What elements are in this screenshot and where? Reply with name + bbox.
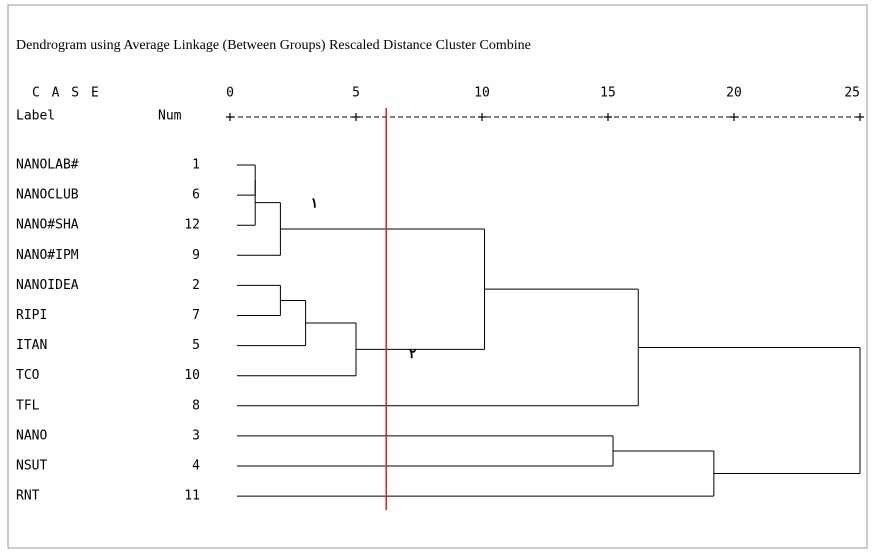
leaf-num: 12 [184,218,200,233]
leaf-label: NSUT [16,459,47,474]
leaf-label: RNT [16,489,40,504]
tick-mark [856,113,864,121]
leaf-label: NANOCLUB [16,188,79,203]
leaf-num: 7 [192,308,200,323]
leaf-label: TFL [16,398,40,413]
leaf-num: 1 [192,158,200,173]
tick-mark [478,113,486,121]
leaf-label: ITAN [16,338,47,353]
leaf-label: NANO#IPM [16,248,79,263]
tick-mark [226,113,234,121]
leaf-num: 11 [184,489,200,504]
leaf-label: NANOLAB# [16,158,79,173]
x-tick-label: 0 [226,86,234,101]
case-header: C A S E [32,86,101,101]
x-tick-label: 15 [600,86,616,101]
leaf-num: 5 [192,338,200,353]
x-tick-label: 5 [352,86,360,101]
leaf-num: 8 [192,398,200,413]
tick-mark [352,113,360,121]
x-tick-label: 25 [844,86,860,101]
leaf-label: TCO [16,368,40,383]
x-tick-label: 20 [726,86,742,101]
leaf-num: 4 [192,459,200,474]
annotation: ۲ [409,347,417,362]
leaf-label: NANO#SHA [16,218,79,233]
annotation: ۱ [311,196,319,211]
label-header: Label [16,109,55,124]
leaf-num: 3 [192,428,200,443]
frame [7,4,868,549]
leaf-label: RIPI [16,308,47,323]
tick-mark [604,113,612,121]
x-tick-label: 10 [474,86,490,101]
num-header: Num [158,109,182,124]
tick-mark [730,113,738,121]
chart-title: Dendrogram using Average Linkage (Betwee… [16,38,531,53]
leaf-label: NANO [16,428,47,443]
leaf-label: NANOIDEA [16,278,79,293]
leaf-num: 10 [184,368,200,383]
leaf-num: 6 [192,188,200,203]
leaf-num: 2 [192,278,200,293]
leaf-num: 9 [192,248,200,263]
